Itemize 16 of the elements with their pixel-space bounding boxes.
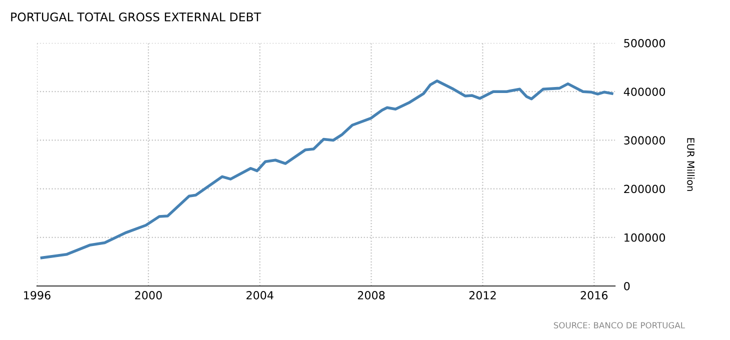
y-axis-title: EUR Million [687, 138, 695, 191]
x-tick-label: 2000 [135, 291, 162, 300]
line-series [40, 80, 614, 260]
x-tick-label: 2004 [246, 291, 274, 300]
chart-title: PORTUGAL TOTAL GROSS EXTERNAL DEBT [11, 12, 262, 22]
y-tick-label: 200000 [624, 184, 666, 194]
y-tick-label: 100000 [624, 233, 666, 242]
x-tick-label: 2016 [580, 291, 608, 300]
x-tick-label: 2012 [469, 291, 496, 300]
y-tick-label: 300000 [624, 136, 666, 145]
x-tick-label: 2008 [358, 291, 385, 300]
source-note: SOURCE: BANCO DE PORTUGAL [554, 322, 685, 328]
y-tick-label: 500000 [624, 38, 666, 48]
y-tick-label: 400000 [624, 88, 666, 96]
x-tick-label: 1996 [24, 291, 50, 300]
y-tick-label: 0 [624, 282, 630, 290]
